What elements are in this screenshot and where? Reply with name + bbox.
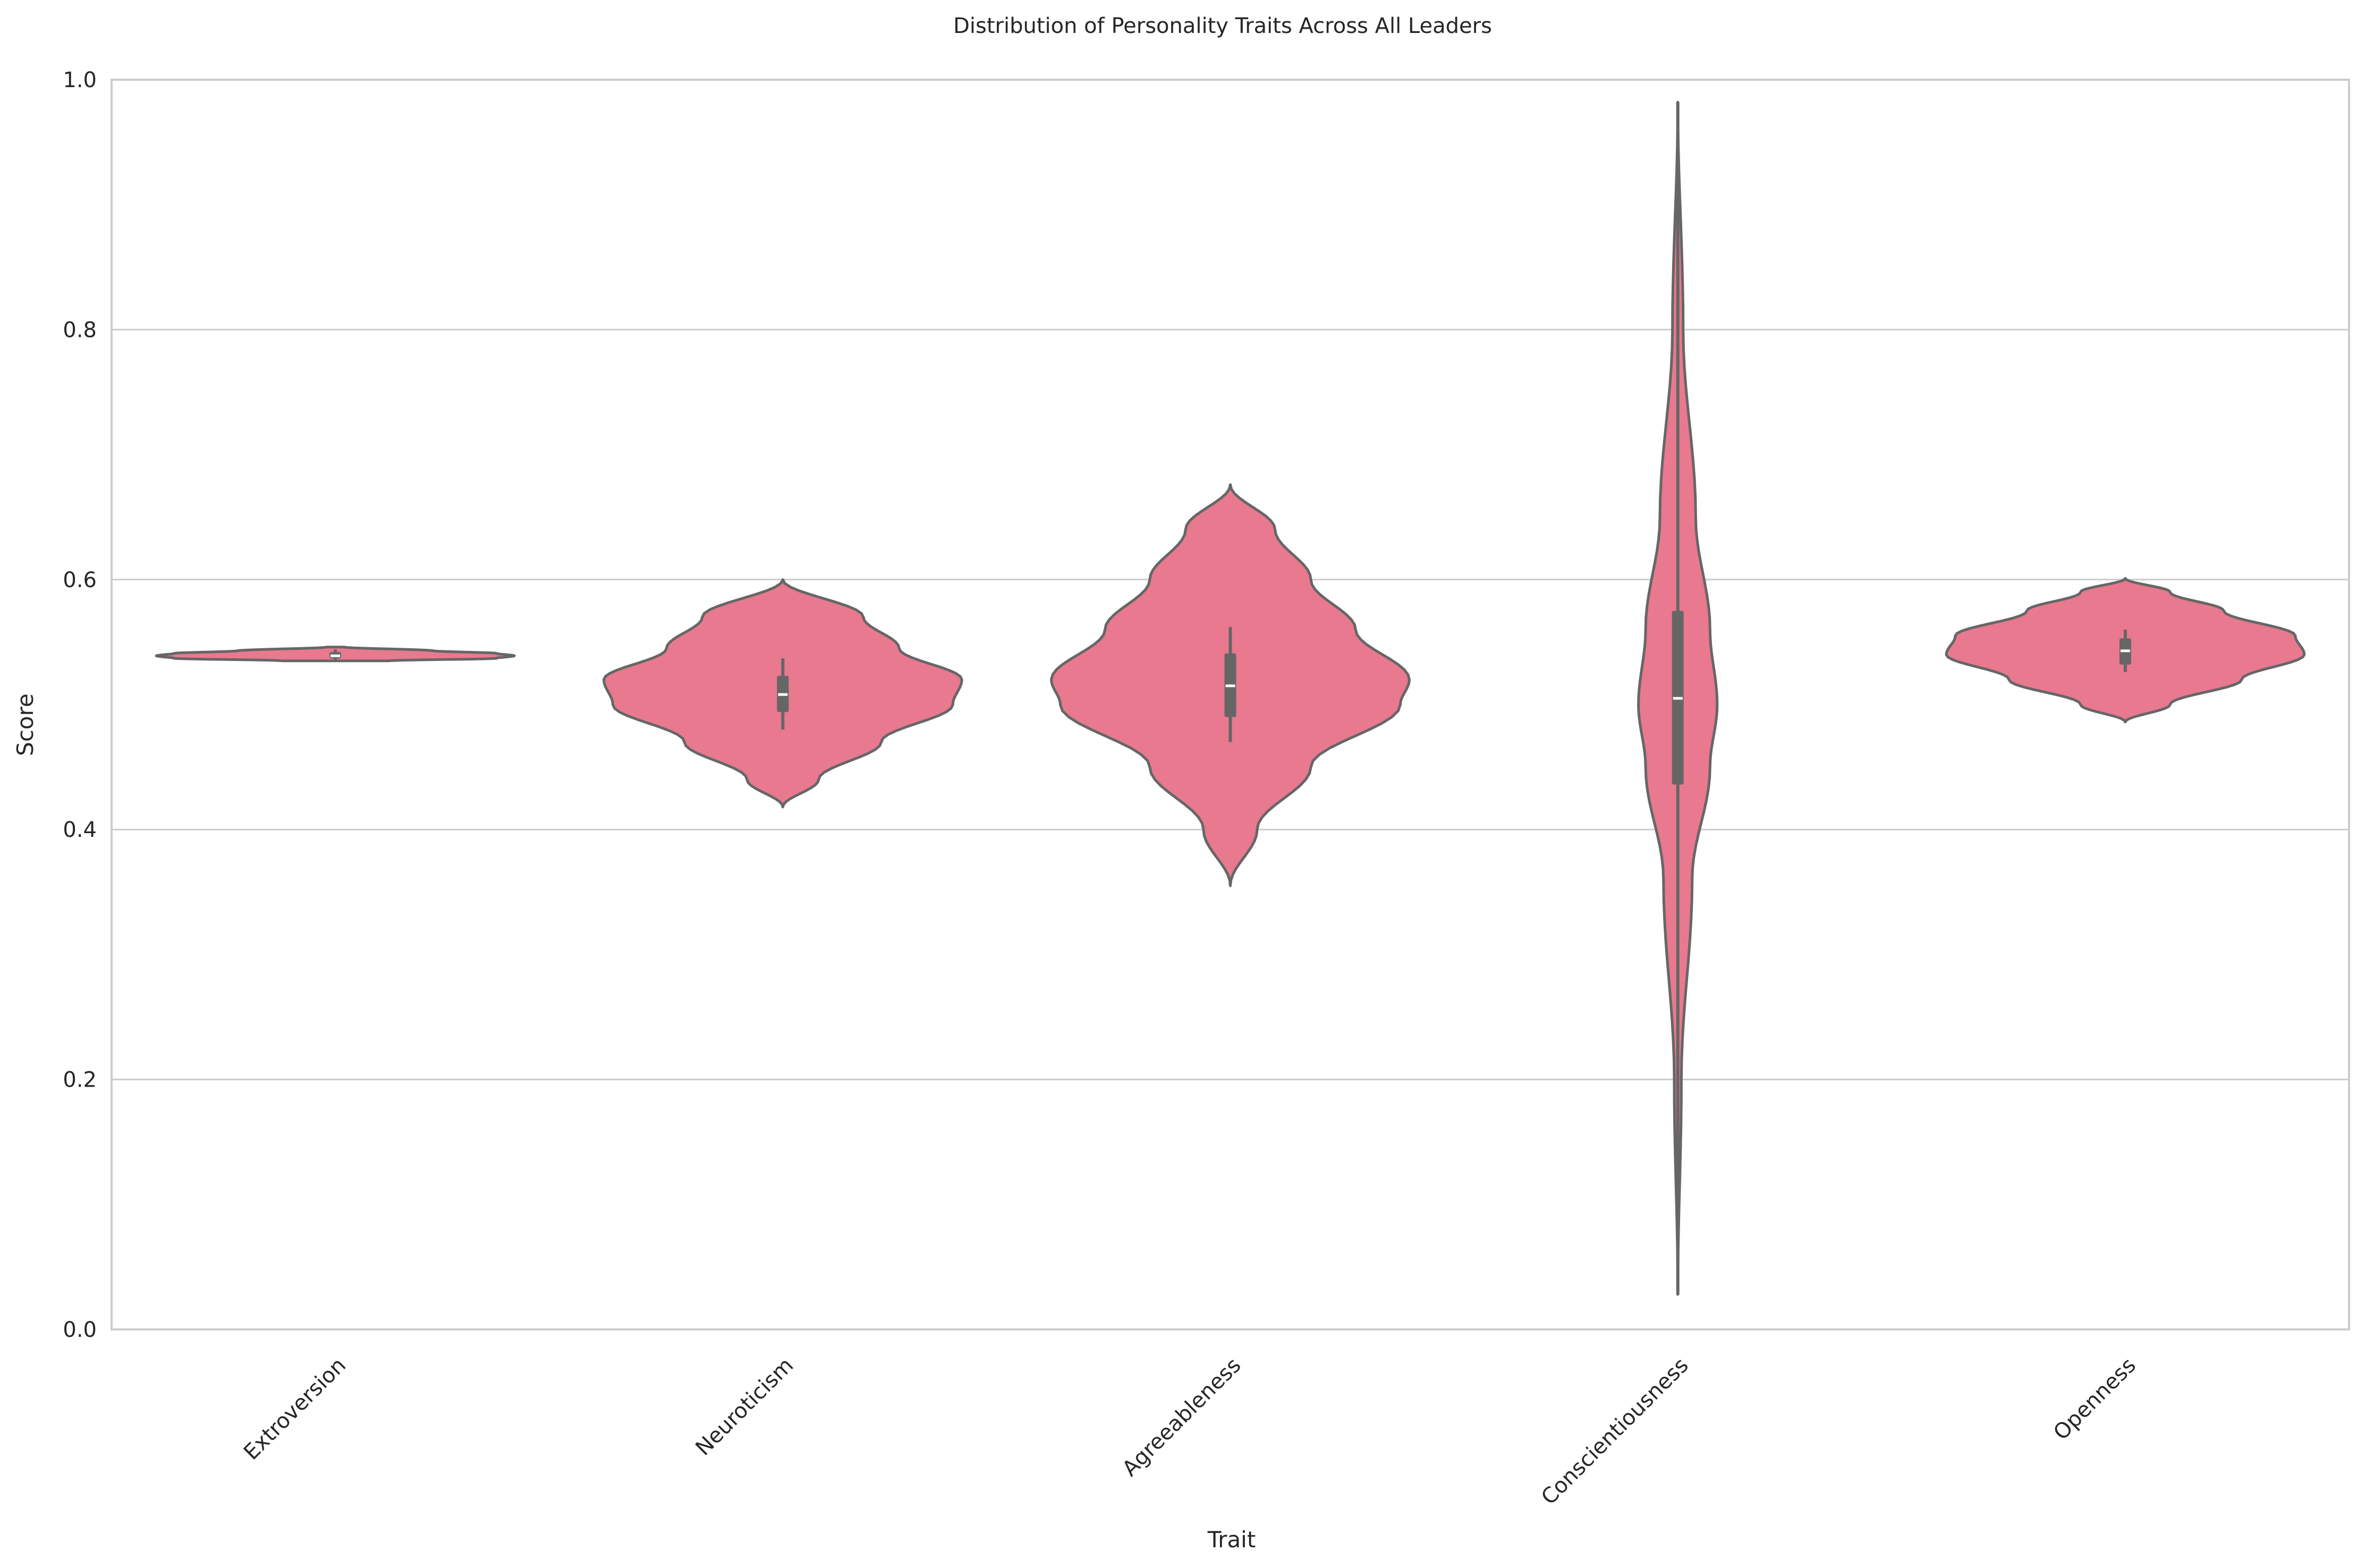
y-tick-label: 0.0 bbox=[63, 1318, 97, 1342]
y-tick-label: 1.0 bbox=[63, 68, 97, 92]
y-axis-ticks: 0.0 0.2 0.4 0.6 0.8 1.0 bbox=[63, 68, 97, 1342]
y-tick-label: 0.4 bbox=[63, 818, 97, 842]
chart-title: Distribution of Personality Traits Acros… bbox=[953, 14, 1492, 38]
violins bbox=[155, 100, 2306, 1296]
y-tick-label: 0.2 bbox=[63, 1068, 97, 1092]
y-tick-label: 0.6 bbox=[63, 568, 97, 592]
y-axis-label: Score bbox=[12, 693, 38, 756]
x-axis-label: Trait bbox=[1207, 1527, 1256, 1553]
y-tick-label: 0.8 bbox=[63, 318, 97, 342]
plot-frame bbox=[111, 79, 2350, 1330]
